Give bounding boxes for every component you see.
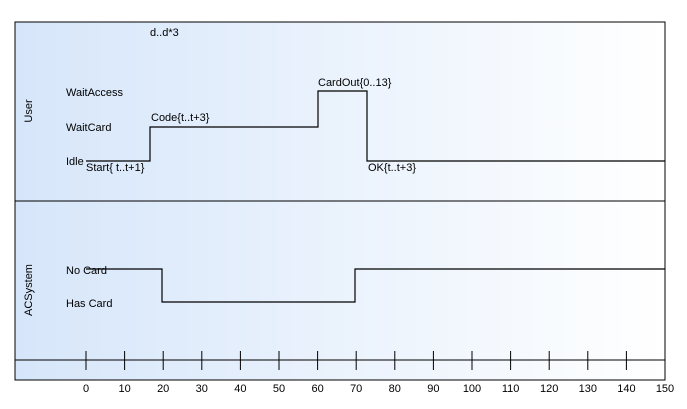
tick-label: 40 <box>234 383 246 395</box>
state-label: Has Card <box>66 298 112 310</box>
message-label: OK{t..t+3} <box>368 162 416 174</box>
tick-label: 30 <box>196 383 208 395</box>
state-label: WaitCard <box>66 122 111 134</box>
tick-label: 140 <box>617 383 635 395</box>
tick-label: 110 <box>502 383 520 395</box>
lifeline-name: User <box>23 99 35 123</box>
tick-label: 0 <box>83 383 89 395</box>
diagram-title: d..d*3 <box>150 27 179 39</box>
tick-label: 120 <box>540 383 558 395</box>
tick-label: 150 <box>656 383 674 395</box>
tick-label: 90 <box>427 383 439 395</box>
tick-label: 20 <box>157 383 169 395</box>
tick-label: 70 <box>350 383 362 395</box>
tick-label: 100 <box>463 383 481 395</box>
tick-label: 60 <box>311 383 323 395</box>
tick-label: 80 <box>389 383 401 395</box>
tick-label: 50 <box>273 383 285 395</box>
tick-label: 130 <box>579 383 597 395</box>
state-label: No Card <box>66 265 107 277</box>
state-label: WaitAccess <box>66 87 124 99</box>
state-label: Idle <box>66 156 84 168</box>
state-timeline <box>86 90 665 162</box>
message-label: Start{ t..t+1} <box>86 162 145 174</box>
lifeline-name: ACSystem <box>23 264 35 316</box>
message-label: Code{t..t+3} <box>151 112 210 124</box>
time-axis: 0 10 20 30 40 50 60 70 80 90 100 110 120 130 140 150 <box>83 351 674 395</box>
tick-label: 10 <box>118 383 130 395</box>
state-timeline <box>86 268 665 303</box>
message-label: CardOut{0..13} <box>318 77 392 89</box>
